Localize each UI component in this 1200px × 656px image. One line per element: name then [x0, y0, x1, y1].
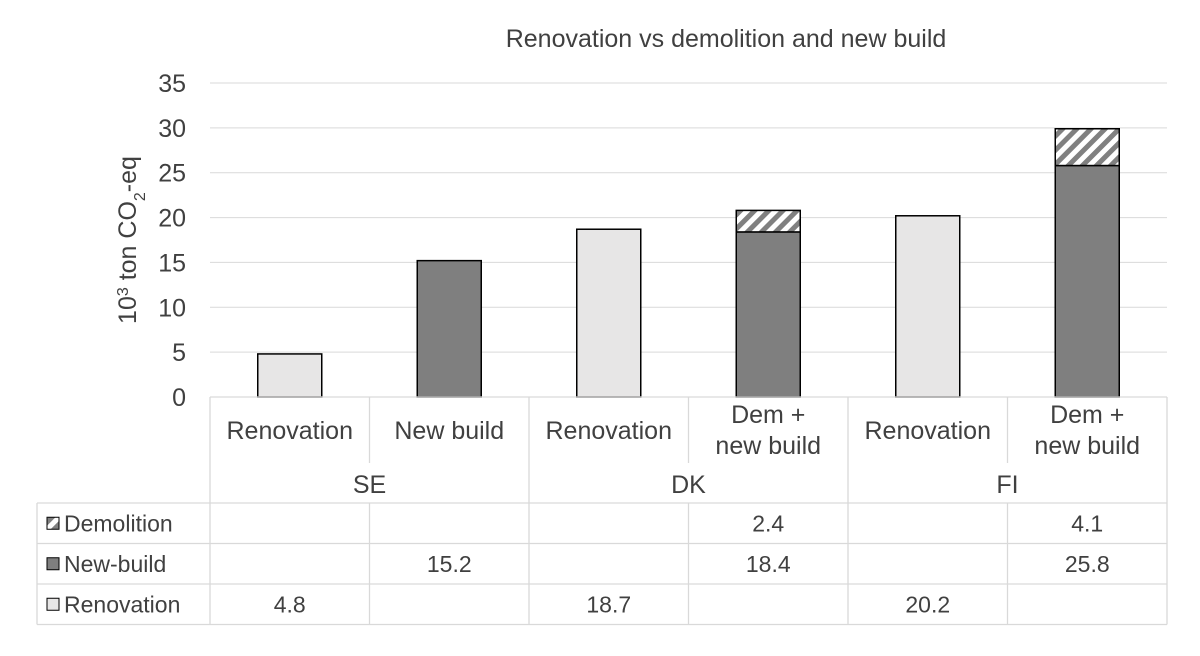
data-label: 4.8: [274, 591, 306, 617]
data-label: 4.1: [1071, 510, 1103, 536]
bar-demolition: [735, 209, 801, 233]
bar-renovation: [895, 215, 961, 398]
category-label: Dem +: [731, 401, 805, 429]
data-label: 18.4: [746, 551, 791, 577]
category-label: Renovation: [865, 417, 991, 445]
data-label: 15.2: [427, 551, 472, 577]
y-tick-label: 0: [172, 384, 186, 412]
y-axis-label-base: 10: [114, 296, 142, 324]
y-axis-label-tail: -eq: [114, 156, 142, 192]
category-label: Renovation: [227, 417, 353, 445]
group-label: FI: [996, 471, 1018, 499]
legend-label: Renovation: [64, 591, 180, 617]
category-label: Dem +: [1050, 401, 1124, 429]
bar-renovation: [576, 228, 642, 398]
category-label: Renovation: [546, 417, 672, 445]
bar-new-build: [416, 259, 482, 398]
y-tick-label: 30: [158, 115, 186, 143]
y-tick-label: 10: [158, 294, 186, 322]
legend-label: New-build: [64, 551, 166, 577]
data-label: 20.2: [905, 591, 950, 617]
bar-renovation: [257, 353, 323, 398]
y-axis-ticks: 0 5 10 15 20 25 30 35: [158, 70, 186, 412]
data-table: Renovation New build Renovation Dem + new bu…: [36, 396, 1168, 626]
y-axis-label-sup: 3: [115, 287, 132, 296]
bar-demolition: [1054, 128, 1120, 167]
y-axis-label-sub: 2: [132, 192, 149, 201]
group-label: DK: [671, 471, 706, 499]
chart-title: Renovation vs demolition and new build: [506, 25, 947, 53]
category-label: new build: [715, 432, 821, 460]
group-label: SE: [353, 471, 386, 499]
y-tick-label: 25: [158, 160, 186, 188]
bar-new-build: [1054, 164, 1120, 398]
legend-label: Demolition: [64, 510, 173, 536]
y-tick-label: 5: [172, 339, 186, 367]
legend-key-new-build: [46, 557, 60, 571]
y-axis-label-mid: ton CO: [114, 201, 142, 287]
legend-key-demolition: [46, 516, 60, 530]
gridlines: [210, 82, 1167, 353]
bar-new-build: [735, 231, 801, 398]
y-tick-label: 35: [158, 70, 186, 98]
data-label: 2.4: [752, 510, 784, 536]
bars: [257, 128, 1120, 398]
y-tick-label: 15: [158, 249, 186, 277]
legend-key-renovation: [46, 597, 60, 611]
data-label: 18.7: [586, 591, 631, 617]
y-axis-label: 103 ton CO2-eq: [114, 156, 149, 324]
y-tick-label: 20: [158, 205, 186, 233]
category-label: new build: [1034, 432, 1140, 460]
category-label: New build: [394, 417, 504, 445]
data-label: 25.8: [1065, 551, 1110, 577]
